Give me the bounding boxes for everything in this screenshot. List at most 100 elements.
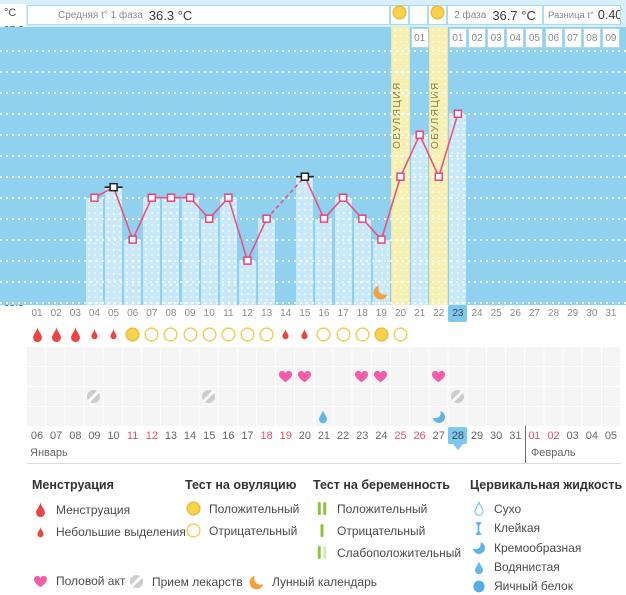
cycle-day-cell[interactable]: 23	[448, 305, 468, 322]
calendar-date-cell[interactable]: 06	[30, 429, 44, 442]
menstruation-icon[interactable]	[28, 324, 47, 344]
temp-bar[interactable]	[105, 187, 123, 305]
menstruation-icon[interactable]	[66, 324, 85, 344]
ovulation-test-icon[interactable]	[123, 324, 142, 344]
calendar-date-cell[interactable]: 22	[337, 429, 350, 442]
cycle-day-cell[interactable]: 24	[471, 308, 483, 319]
ovulation-test-icon[interactable]	[181, 324, 200, 344]
cycle-day-cell[interactable]: 26	[509, 308, 521, 319]
ovulation-test-icon[interactable]	[314, 324, 333, 344]
calendar-date-cell[interactable]: 16	[222, 429, 235, 442]
calendar-date-cell[interactable]: 01	[528, 429, 541, 442]
cycle-day-cell[interactable]: 13	[261, 308, 273, 319]
calendar-date-cell[interactable]: 11	[126, 429, 139, 442]
temp-bar[interactable]	[238, 260, 256, 305]
calendar-date-cell[interactable]: 25	[394, 429, 407, 442]
medication-icon[interactable]	[448, 386, 467, 406]
calendar-date-cell[interactable]: 28	[448, 427, 468, 444]
ovulation-test-icon[interactable]	[334, 324, 353, 344]
cycle-day-cell[interactable]: 14	[280, 308, 292, 319]
cycle-day-cell[interactable]: 15	[299, 308, 311, 319]
cycle-day-cell[interactable]: 17	[337, 308, 349, 319]
ovulation-test-icon[interactable]	[372, 324, 391, 344]
temp-bar[interactable]	[143, 197, 161, 305]
cycle-day-cell[interactable]: 18	[356, 308, 368, 319]
calendar-date-cell[interactable]: 23	[356, 429, 369, 442]
calendar-date-cell[interactable]: 10	[107, 429, 120, 442]
cycle-day-cell[interactable]: 06	[127, 308, 139, 319]
cycle-day-cell[interactable]: 30	[586, 308, 598, 319]
calendar-date-cell[interactable]: 18	[260, 429, 273, 442]
calendar-date-cell[interactable]: 30	[490, 429, 503, 442]
medication-icon[interactable]	[199, 386, 218, 406]
cycle-day-cell[interactable]: 11	[223, 308, 234, 319]
ovulation-test-icon[interactable]	[353, 324, 372, 344]
cycle-day-cell[interactable]: 28	[547, 308, 560, 319]
calendar-date-cell[interactable]: 26	[413, 429, 426, 442]
calendar-date-cell[interactable]: 04	[585, 429, 598, 442]
cycle-day-cell[interactable]: 01	[31, 308, 43, 319]
cycle-day-cell[interactable]: 05	[107, 308, 120, 319]
menstruation-icon[interactable]	[47, 324, 66, 344]
intercourse-icon[interactable]	[295, 366, 314, 386]
ovulation-test-icon[interactable]	[238, 324, 257, 344]
calendar-date-cell[interactable]: 05	[604, 429, 618, 442]
intercourse-icon[interactable]	[276, 366, 295, 386]
menstruation-icon[interactable]	[85, 324, 104, 344]
temperature-plot[interactable]: ОВУЛЯЦИЯ ОВУЛЯЦИЯ 01 01 02 03 04 05 06 07 08 09	[0, 27, 626, 305]
medication-icon[interactable]	[84, 386, 103, 406]
intercourse-icon[interactable]	[429, 366, 448, 386]
cycle-day-cell[interactable]: 16	[318, 308, 330, 319]
menstruation-icon[interactable]	[104, 324, 123, 344]
calendar-date-cell[interactable]: 29	[470, 429, 484, 442]
calendar-date-cell[interactable]: 13	[164, 429, 178, 442]
calendar-date-cell[interactable]: 24	[375, 429, 388, 442]
cycle-day-cell[interactable]: 08	[165, 308, 177, 319]
calendar-date-cell[interactable]: 08	[69, 429, 82, 442]
temp-bar[interactable]	[181, 197, 199, 305]
cycle-day-cell[interactable]: 27	[528, 308, 540, 319]
menstruation-icon[interactable]	[295, 324, 314, 344]
ovulation-test-icon[interactable]	[219, 324, 238, 344]
calendar-date-cell[interactable]: 14	[183, 429, 197, 442]
cycle-day-cell[interactable]: 22	[433, 308, 445, 319]
cycle-day-cell[interactable]: 25	[490, 308, 502, 319]
calendar-date-cell[interactable]: 15	[203, 429, 216, 442]
calendar-date-cell[interactable]: 31	[509, 429, 522, 442]
calendar-date-cell[interactable]: 07	[50, 429, 63, 442]
temp-bar[interactable]	[334, 197, 352, 305]
ovulation-test-icon[interactable]	[257, 324, 276, 344]
calendar-date-cell[interactable]: 19	[279, 429, 292, 442]
calendar-date-cell[interactable]: 17	[241, 429, 254, 442]
ovulation-test-icon[interactable]	[161, 324, 180, 344]
calendar-date-cell[interactable]: 03	[566, 429, 579, 442]
temp-bar[interactable]	[296, 176, 314, 305]
calendar-date-cell[interactable]: 09	[88, 429, 101, 442]
intercourse-icon[interactable]	[352, 366, 371, 386]
cycle-day-cell[interactable]: 04	[88, 308, 100, 319]
calendar-date-cell[interactable]: 21	[317, 429, 331, 442]
cycle-day-cell[interactable]: 19	[375, 308, 387, 319]
temp-bar[interactable]	[449, 113, 467, 305]
cycle-day-cell[interactable]: 09	[184, 308, 196, 319]
cycle-day-cell[interactable]: 21	[414, 308, 426, 319]
temp-bar[interactable]	[219, 197, 237, 305]
calendar-date-cell[interactable]: 20	[298, 429, 311, 442]
ovulation-test-icon[interactable]	[391, 324, 410, 344]
temp-bar[interactable]	[162, 197, 180, 305]
temp-bar[interactable]	[85, 197, 103, 305]
cycle-day-cell[interactable]: 29	[567, 308, 579, 319]
cervical-fluid-icon[interactable]	[314, 406, 333, 426]
cervical-fluid-icon[interactable]	[429, 406, 448, 426]
cycle-day-cell[interactable]: 12	[241, 308, 253, 319]
cycle-day-cell[interactable]: 10	[203, 308, 215, 319]
cycle-day-cell[interactable]: 20	[394, 308, 407, 319]
ovulation-test-icon[interactable]	[142, 324, 161, 344]
cycle-day-cell[interactable]: 07	[146, 308, 158, 319]
calendar-date-cell[interactable]: 02	[547, 429, 560, 442]
cycle-day-cell[interactable]: 31	[605, 308, 617, 319]
cycle-day-cell[interactable]: 03	[69, 308, 81, 319]
calendar-date-cell[interactable]: 12	[145, 429, 158, 442]
intercourse-icon[interactable]	[371, 366, 390, 386]
ovulation-test-icon[interactable]	[200, 324, 219, 344]
